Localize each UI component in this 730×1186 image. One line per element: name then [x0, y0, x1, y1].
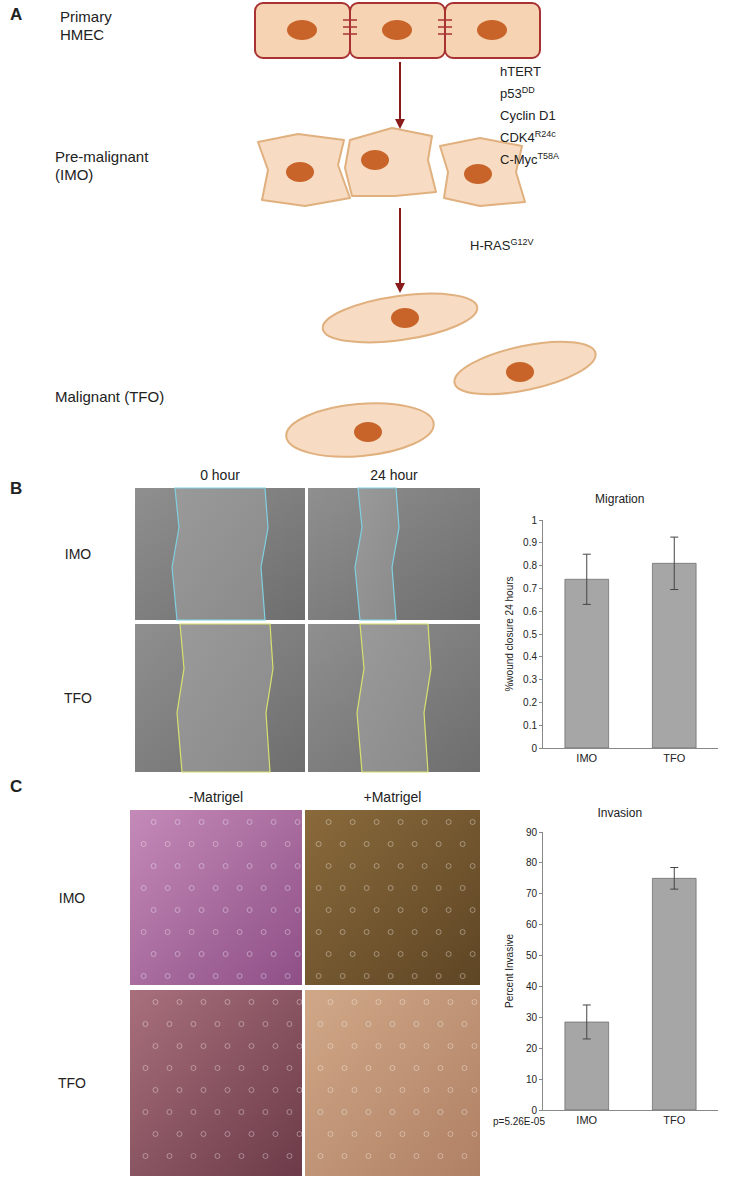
- svg-text:A: A: [10, 5, 22, 24]
- svg-text:30: 30: [526, 1012, 538, 1023]
- svg-text:Invasion: Invasion: [597, 806, 642, 820]
- svg-text:CDK4R24c: CDK4R24c: [500, 129, 556, 145]
- svg-text:p=5.26E-05: p=5.26E-05: [493, 1116, 545, 1127]
- svg-text:C-MycT58A: C-MycT58A: [500, 151, 559, 167]
- svg-text:70: 70: [526, 888, 538, 899]
- svg-text:TFO: TFO: [58, 1075, 86, 1091]
- svg-text:60: 60: [526, 919, 538, 930]
- svg-text:50: 50: [526, 950, 538, 961]
- svg-text:Pre-malignant: Pre-malignant: [55, 148, 149, 165]
- svg-text:Cyclin D1: Cyclin D1: [500, 108, 556, 123]
- svg-text:hTERT: hTERT: [500, 64, 541, 79]
- svg-text:TFO: TFO: [663, 752, 685, 764]
- svg-text:C: C: [10, 777, 22, 796]
- svg-text:Primary: Primary: [60, 8, 112, 25]
- svg-text:24 hour: 24 hour: [370, 467, 418, 483]
- svg-text:IMO: IMO: [65, 546, 92, 562]
- svg-text:90: 90: [526, 827, 538, 838]
- svg-text:40: 40: [526, 981, 538, 992]
- svg-text:H-RASG12V: H-RASG12V: [470, 237, 533, 253]
- svg-text:0.1: 0.1: [523, 720, 537, 731]
- svg-text:0: 0: [531, 743, 537, 754]
- svg-text:0.7: 0.7: [523, 583, 537, 594]
- svg-text:Percent Invasive: Percent Invasive: [504, 934, 515, 1008]
- svg-text:0 hour: 0 hour: [200, 467, 240, 483]
- svg-text:0: 0: [531, 1105, 537, 1116]
- svg-text:B: B: [10, 479, 22, 498]
- svg-text:+Matrigel: +Matrigel: [364, 789, 422, 805]
- svg-text:20: 20: [526, 1043, 538, 1054]
- svg-text:0.3: 0.3: [523, 674, 537, 685]
- svg-text:0.4: 0.4: [523, 651, 537, 662]
- svg-text:Migration: Migration: [595, 492, 644, 506]
- svg-text:(IMO): (IMO): [55, 166, 93, 183]
- svg-text:10: 10: [526, 1074, 538, 1085]
- svg-text:0.8: 0.8: [523, 560, 537, 571]
- svg-text:0.6: 0.6: [523, 606, 537, 617]
- svg-text:HMEC: HMEC: [60, 26, 104, 43]
- svg-text:%wound closure 24 hours: %wound closure 24 hours: [504, 576, 515, 691]
- svg-text:0.5: 0.5: [523, 629, 537, 640]
- svg-text:p53DD: p53DD: [500, 85, 535, 101]
- svg-text:IMO: IMO: [59, 890, 86, 906]
- svg-text:80: 80: [526, 857, 538, 868]
- svg-text:1: 1: [531, 515, 537, 526]
- svg-text:TFO: TFO: [663, 1114, 685, 1126]
- svg-text:Malignant (TFO): Malignant (TFO): [55, 388, 164, 405]
- svg-text:IMO: IMO: [576, 752, 597, 764]
- svg-text:0.2: 0.2: [523, 697, 537, 708]
- svg-text:-Matrigel: -Matrigel: [189, 789, 243, 805]
- svg-text:IMO: IMO: [576, 1114, 597, 1126]
- svg-text:0.9: 0.9: [523, 537, 537, 548]
- svg-text:TFO: TFO: [64, 690, 92, 706]
